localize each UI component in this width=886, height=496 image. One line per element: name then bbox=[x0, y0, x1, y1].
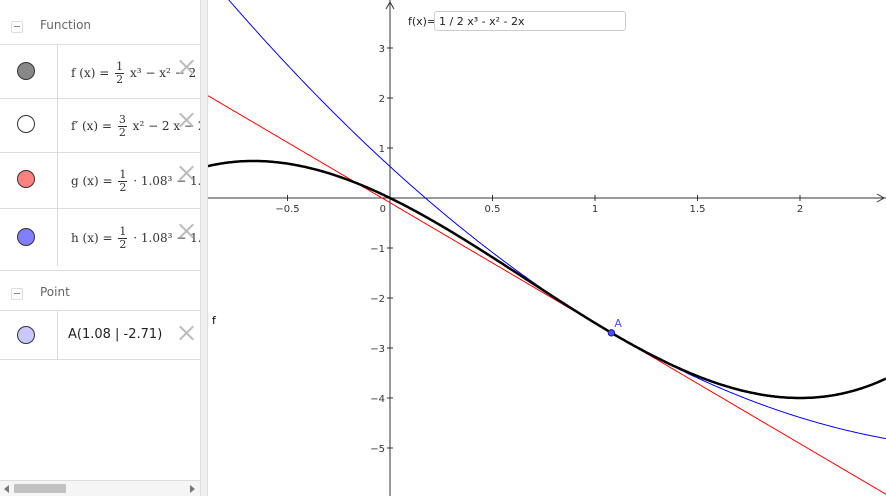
graphics-view[interactable]: −1.5−1−0.500.511.522.533.544.5 321−1−2−3… bbox=[208, 0, 886, 496]
algebra-row-h[interactable]: h (x) = 12 · 1.08³ − 1.08² − 2 bbox=[0, 208, 200, 266]
x-tick-label: 1.5 bbox=[690, 204, 706, 215]
algebra-cell-A[interactable]: A(1.08 | -2.71) bbox=[57, 311, 200, 359]
delete-fprime-icon[interactable] bbox=[178, 112, 194, 128]
graphics-canvas[interactable]: −1.5−1−0.500.511.522.533.544.5 321−1−2−3… bbox=[208, 0, 886, 496]
point-A-text: A(1.08 | -2.71) bbox=[68, 327, 163, 342]
algebra-horizontal-scrollbar[interactable] bbox=[0, 480, 200, 496]
visibility-toggle-f[interactable] bbox=[17, 62, 35, 80]
x-tick-label: 2 bbox=[797, 204, 803, 215]
scroll-right-icon[interactable] bbox=[190, 485, 195, 493]
delete-h-icon[interactable] bbox=[178, 223, 194, 239]
curve-h[interactable] bbox=[208, 0, 886, 440]
point-group-header[interactable]: Point bbox=[0, 270, 200, 311]
y-tick-label: 3 bbox=[379, 44, 385, 55]
scroll-thumb[interactable] bbox=[14, 484, 66, 493]
algebra-cell-g[interactable]: g (x) = 12 · 1.08³ − 1.08² − 2 bbox=[57, 153, 200, 208]
tangent-line-g[interactable] bbox=[208, 95, 886, 495]
algebra-row-g[interactable]: g (x) = 12 · 1.08³ − 1.08² − 2 bbox=[0, 152, 200, 208]
function-group-label: Function bbox=[40, 18, 92, 32]
point-A-label: A bbox=[614, 317, 622, 330]
x-tick-label: 1 bbox=[592, 204, 598, 215]
y-tick-label: −4 bbox=[370, 394, 385, 405]
visibility-toggle-g[interactable] bbox=[17, 170, 35, 188]
delete-A-icon[interactable] bbox=[178, 325, 194, 341]
scroll-left-icon[interactable] bbox=[4, 485, 9, 493]
y-tick-label: −2 bbox=[370, 294, 385, 305]
algebra-cell-h[interactable]: h (x) = 12 · 1.08³ − 1.08² − 2 bbox=[57, 209, 200, 266]
expression-g: g (x) = 12 · 1.08³ − 1.08² − 2 bbox=[71, 168, 200, 194]
curve-f-label: f bbox=[212, 314, 217, 327]
algebra-row-A[interactable]: A(1.08 | -2.71) bbox=[0, 310, 200, 360]
function-group-header[interactable]: Function bbox=[0, 4, 200, 44]
expression-h: h (x) = 12 · 1.08³ − 1.08² − 2 bbox=[71, 225, 200, 251]
x-tick-label: 0.5 bbox=[485, 204, 501, 215]
input-bar-label: f(x)= bbox=[408, 15, 437, 28]
y-tick-label: −5 bbox=[370, 444, 385, 455]
visibility-toggle-h[interactable] bbox=[17, 228, 35, 246]
x-tick-label: −0.5 bbox=[275, 204, 299, 215]
y-tick-label: −1 bbox=[370, 244, 385, 255]
y-tick-label: −3 bbox=[370, 344, 385, 355]
delete-g-icon[interactable] bbox=[178, 165, 194, 181]
visibility-toggle-A[interactable] bbox=[17, 326, 35, 344]
delete-f-icon[interactable] bbox=[178, 59, 194, 75]
collapse-point-icon[interactable] bbox=[11, 288, 23, 300]
x-axis-arrow bbox=[876, 193, 886, 203]
y-tick-label: 1 bbox=[379, 144, 385, 155]
y-axis-arrow bbox=[385, 0, 395, 10]
view-divider[interactable] bbox=[200, 0, 208, 496]
axes: −1.5−1−0.500.511.522.533.544.5 321−1−2−3… bbox=[208, 0, 886, 496]
point-A[interactable] bbox=[607, 329, 616, 337]
y-tick-label: 2 bbox=[379, 94, 385, 105]
curve-f[interactable] bbox=[208, 159, 886, 400]
visibility-toggle-fprime[interactable] bbox=[17, 115, 35, 133]
collapse-function-icon[interactable] bbox=[11, 21, 23, 33]
function-input[interactable] bbox=[434, 11, 626, 31]
point-group-label: Point bbox=[40, 285, 70, 299]
x-tick-label: 0 bbox=[380, 204, 386, 215]
